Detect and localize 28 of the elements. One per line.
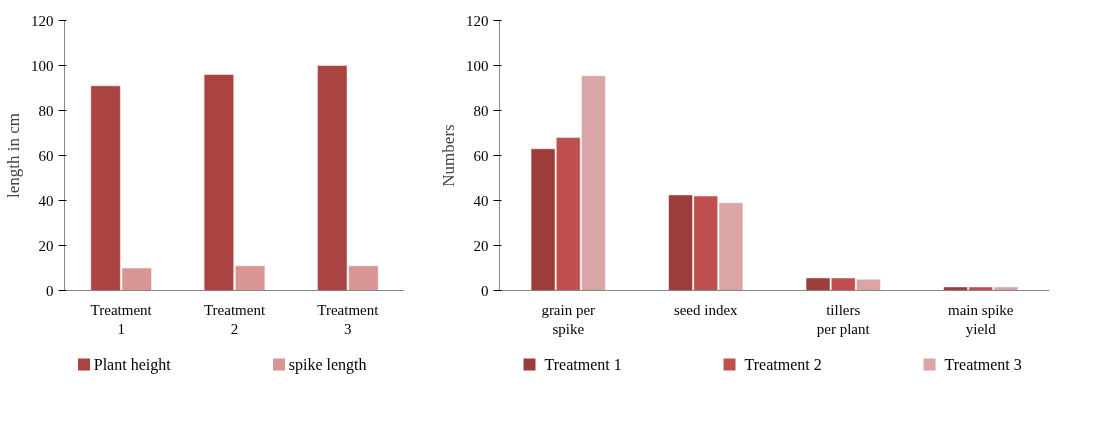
- legend-label: Plant height: [93, 356, 172, 374]
- y-tick-label: 100: [466, 57, 489, 74]
- x-tick-label: tillers per plant: [816, 301, 871, 337]
- legend-label: Treatment 2: [744, 356, 822, 373]
- y-tick-label: 120: [466, 12, 489, 29]
- x-tick-label: main spike yield: [948, 301, 1014, 337]
- legend-label: spike length: [288, 356, 367, 374]
- y-axis-title: length in cm: [4, 113, 23, 198]
- y-tick-label: 100: [31, 57, 54, 74]
- y-tick-label: 20: [473, 237, 489, 254]
- legend-label: Treatment 3: [944, 356, 1022, 373]
- y-tick-label: 20: [38, 237, 54, 254]
- y-tick-label: 40: [38, 192, 54, 209]
- x-tick-label: Treatment 3: [317, 301, 380, 337]
- y-tick-label: 60: [38, 147, 54, 164]
- y-tick-label: 0: [481, 282, 489, 299]
- x-tick-label: Treatment 1: [90, 301, 153, 337]
- y-tick-label: 120: [31, 12, 54, 29]
- x-tick-label: grain per spike: [541, 301, 596, 337]
- legend-label: Treatment 1: [544, 356, 622, 373]
- y-tick-label: 60: [473, 147, 489, 164]
- x-tick-label: seed index: [673, 301, 739, 318]
- y-tick-label: 80: [473, 102, 489, 119]
- y-tick-label: 40: [473, 192, 489, 209]
- y-tick-label: 80: [38, 102, 54, 119]
- y-axis-title: Numbers: [439, 124, 458, 187]
- x-tick-label: Treatment 2: [203, 301, 266, 337]
- y-tick-label: 0: [46, 282, 54, 299]
